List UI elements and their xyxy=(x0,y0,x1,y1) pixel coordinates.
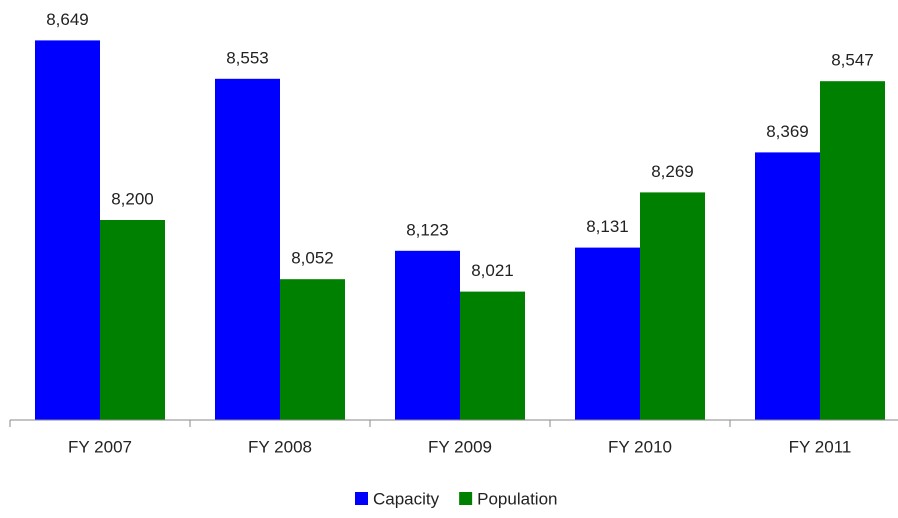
value-label: 8,553 xyxy=(226,48,269,67)
bar xyxy=(820,81,885,420)
value-label: 8,547 xyxy=(831,51,874,70)
legend-swatch xyxy=(355,492,368,505)
value-label: 8,131 xyxy=(586,217,629,236)
value-label: 8,649 xyxy=(46,10,89,29)
x-tick-label: FY 2008 xyxy=(248,437,312,456)
bar xyxy=(460,291,525,420)
x-tick-label: FY 2011 xyxy=(789,437,852,456)
bar xyxy=(395,250,460,420)
value-label: 8,021 xyxy=(471,261,514,280)
bar xyxy=(575,247,640,420)
bar xyxy=(640,192,705,420)
value-label: 8,269 xyxy=(651,162,694,181)
value-label: 8,369 xyxy=(766,122,809,141)
x-tick-label: FY 2009 xyxy=(428,437,492,456)
legend-swatch xyxy=(459,492,473,505)
bar xyxy=(280,279,345,420)
x-tick-label: FY 2010 xyxy=(608,437,672,456)
value-label: 8,052 xyxy=(291,249,334,268)
value-label: 8,200 xyxy=(111,189,154,208)
x-tick-label: FY 2007 xyxy=(68,437,132,456)
bar xyxy=(35,40,100,421)
bar xyxy=(755,152,820,420)
bar xyxy=(215,78,280,421)
value-label: 8,123 xyxy=(406,220,449,239)
legend-label: Capacity xyxy=(373,489,440,508)
bar xyxy=(100,220,165,420)
legend-label: Population xyxy=(477,489,557,508)
